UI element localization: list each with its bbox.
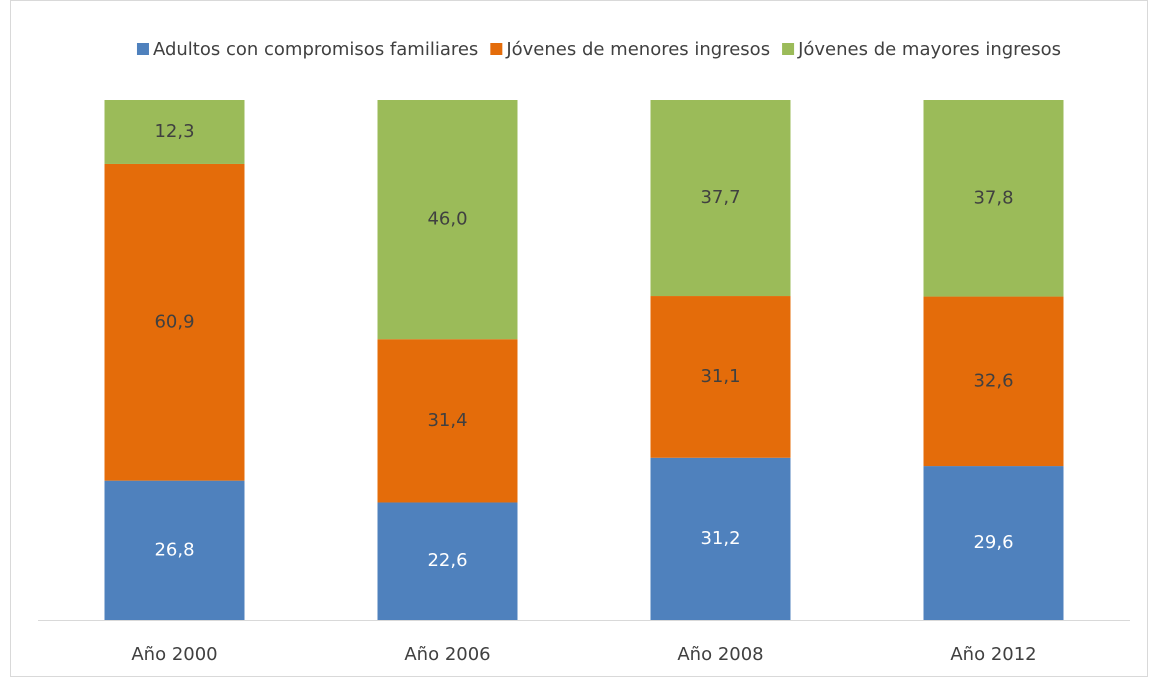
legend-label: Adultos con compromisos familiares: [153, 39, 478, 60]
bar-segment: [377, 502, 518, 620]
bar-segment: [650, 457, 791, 620]
x-tick-label: Año 2000: [131, 644, 217, 665]
value-label: 29,6: [973, 532, 1013, 553]
value-label: 37,8: [973, 187, 1013, 208]
value-label: 37,7: [700, 187, 740, 208]
value-label: 31,4: [427, 410, 467, 431]
value-label: 46,0: [427, 209, 467, 230]
bar-segment: [104, 100, 245, 164]
value-label: 32,6: [973, 370, 1013, 391]
x-tick-label: Año 2008: [677, 644, 763, 665]
x-tick-label: Año 2012: [950, 644, 1036, 665]
bar-segment: [104, 480, 245, 620]
value-label: 60,9: [154, 311, 194, 332]
value-label: 31,2: [700, 528, 740, 549]
x-tick-label: Año 2006: [404, 644, 490, 665]
bar-segment: [923, 296, 1064, 467]
legend-swatch: [782, 43, 795, 55]
legend-swatch: [490, 43, 503, 55]
value-label: 22,6: [427, 550, 467, 571]
bar-segment: [377, 339, 518, 503]
legend-label: Jóvenes de mayores ingresos: [797, 39, 1061, 60]
bar-segment: [650, 100, 791, 297]
bar-segment: [923, 466, 1064, 620]
value-label: 26,8: [154, 539, 194, 560]
bar-segment: [104, 163, 245, 481]
value-label: 12,3: [154, 121, 194, 142]
bar-segment: [923, 100, 1064, 297]
legend-swatch: [136, 43, 149, 55]
legend-label: Jóvenes de menores ingresos: [505, 39, 770, 60]
bar-segment: [377, 100, 518, 340]
bar-segment: [650, 296, 791, 458]
value-label: 31,1: [700, 366, 740, 387]
